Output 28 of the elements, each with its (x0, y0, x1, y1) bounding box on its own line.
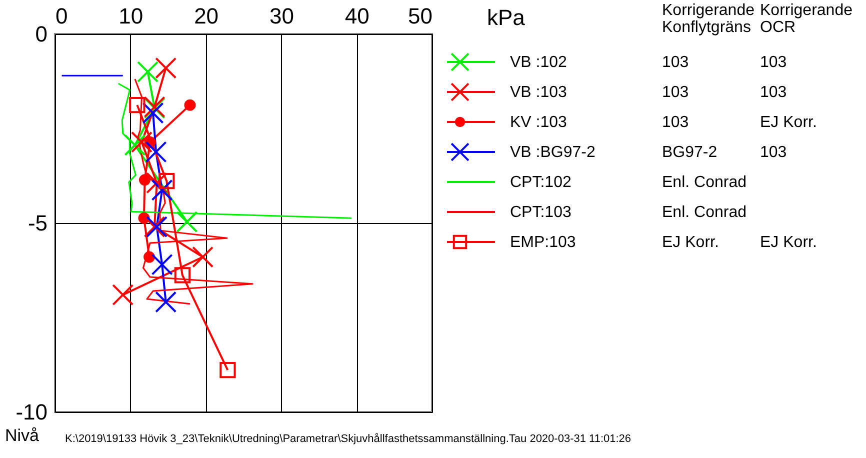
text: 103 EJ Korr. (662, 114, 817, 131)
legend-label: VB :BG97-2 (510, 144, 596, 161)
text: K:\2019\19133 Hövik 3_23\Teknik\Utredning\Parametrar\Skjuvhållfasthetssammanställning.Tau 2020-03-31 11:01:26 (65, 433, 632, 445)
x-axis-title: kPa (487, 5, 526, 30)
legend-label: KV :103 (510, 114, 568, 131)
text: Konflytgräns OCR (662, 19, 796, 36)
legend-label: CPT:102 (510, 174, 572, 191)
y-tick-label: 0 (35, 22, 48, 46)
text: Korrigerande Korrigerande (662, 2, 853, 19)
x-tick-label: 10 (118, 4, 144, 28)
x-tick-label: 20 (194, 4, 219, 28)
y-axis-title: Nivå (5, 426, 40, 445)
text: BG97-2 103 (662, 144, 787, 161)
text: 103 103 (662, 84, 787, 101)
x-tick-label: 30 (269, 4, 294, 28)
x-tick-label: 50 (408, 4, 432, 28)
text: 103 103 (662, 54, 787, 71)
text: Enl. Conrad (662, 174, 746, 191)
text: EJ Korr. EJ Korr. (662, 234, 817, 251)
y-tick-label: -10 (16, 400, 48, 424)
legend-label: EMP:103 (510, 234, 576, 251)
text: Enl. Conrad (662, 204, 746, 221)
legend-label: VB :103 (510, 84, 568, 101)
legend-label: VB :102 (510, 54, 568, 71)
x-tick-label: 0 (56, 4, 68, 28)
x-tick-label: 40 (344, 4, 370, 28)
legend-label: CPT:103 (510, 204, 572, 221)
y-tick-label: -5 (28, 210, 48, 236)
